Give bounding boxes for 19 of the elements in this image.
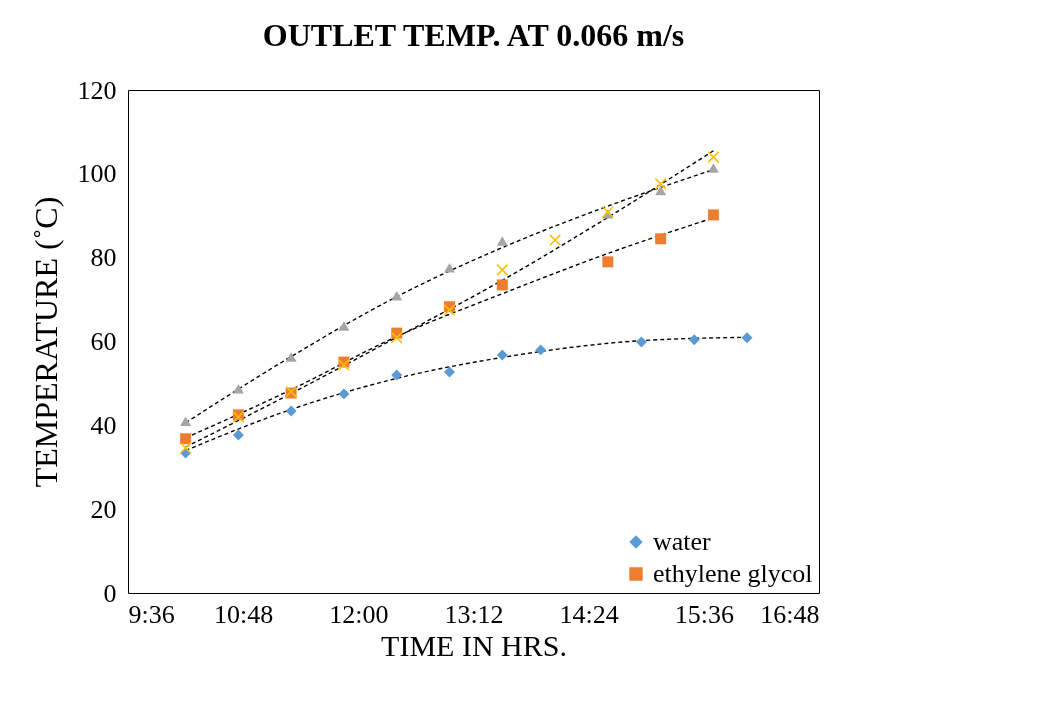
y-axis-title: TEMPERATURE (˚C) bbox=[27, 196, 64, 488]
y-tick-label: 100 bbox=[77, 159, 117, 189]
y-tick-label: 120 bbox=[77, 75, 117, 105]
y-tick-label: 0 bbox=[103, 578, 117, 608]
x-tick-label: 16:48 bbox=[760, 599, 820, 629]
x-tick-label: 13:12 bbox=[444, 599, 504, 629]
legend-label: water bbox=[653, 527, 712, 556]
y-tick-label: 20 bbox=[90, 494, 117, 524]
y-tick-label: 80 bbox=[90, 243, 117, 273]
legend-label: ethylene glycol bbox=[653, 559, 813, 588]
x-tick-label: 12:00 bbox=[329, 599, 389, 629]
chart-title: OUTLET TEMP. AT 0.066 m/s bbox=[262, 17, 685, 53]
x-tick-label: 9:36 bbox=[128, 599, 175, 629]
x-axis-title: TIME IN HRS. bbox=[381, 628, 567, 662]
x-tick-label: 14:24 bbox=[559, 599, 619, 629]
x-tick-label: 10:48 bbox=[214, 599, 274, 629]
y-tick-label: 40 bbox=[90, 410, 117, 440]
y-tick-label: 60 bbox=[90, 327, 117, 356]
x-tick-label: 15:36 bbox=[674, 599, 734, 629]
